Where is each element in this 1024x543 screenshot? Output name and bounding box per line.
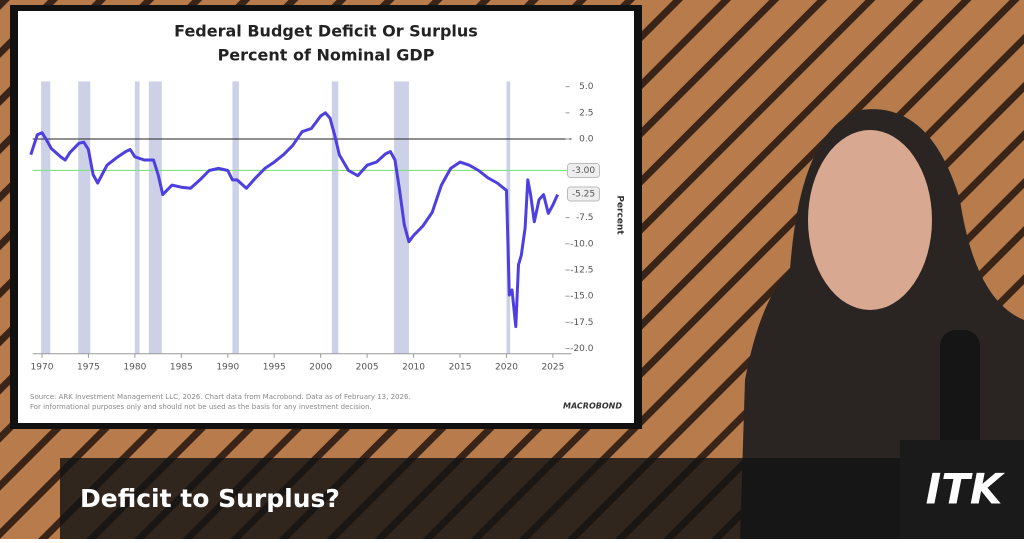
x-tick-label: 2010 — [402, 362, 425, 372]
y-tick-label: -15.0 — [570, 292, 594, 302]
caption: Deficit to Surplus? — [80, 484, 340, 513]
recession-band — [41, 81, 51, 354]
presenter-face — [808, 130, 932, 310]
x-tick-label: 1975 — [77, 362, 100, 372]
y-tick-label: 0.0 — [579, 135, 594, 145]
y-tick-label: 5.0 — [579, 82, 594, 92]
x-tick-label: 2000 — [309, 362, 332, 372]
x-tick-label: 2005 — [356, 362, 379, 372]
x-tick-label: 2025 — [541, 362, 564, 372]
recession-band — [78, 81, 91, 354]
chart-title: Federal Budget Deficit Or Surplus — [174, 22, 478, 41]
recession-band — [134, 81, 140, 354]
brand: ITK — [926, 465, 1006, 514]
source-note: Source: ARK Investment Management LLC, 2… — [30, 393, 411, 401]
reference-label: -3.00 — [572, 166, 596, 176]
last-value-box — [567, 186, 600, 202]
y-tick-label: -12.5 — [570, 265, 593, 275]
x-tick-label: 1980 — [123, 362, 146, 372]
plot: -3.00 5.0 2.5 0.0 -7.5 -10.0 -12.5 -15.0 -17.5 -2… — [29, 81, 600, 372]
x-tick-label: 1985 — [170, 362, 193, 372]
recession-band — [232, 81, 239, 354]
y-tick-label: -17.5 — [570, 318, 593, 328]
x-tick-label: 1970 — [31, 362, 54, 372]
disclaimer: For informational purposes only and shou… — [30, 403, 372, 411]
x-tick-label: 2015 — [449, 362, 472, 372]
x-tick-label: 2020 — [495, 362, 518, 372]
chart-subtitle: Percent of Nominal GDP — [218, 46, 435, 65]
x-tick-label: 1995 — [263, 362, 286, 372]
y-tick-label: 2.5 — [579, 108, 593, 118]
recession-band — [148, 81, 162, 354]
y-axis-label: Percent — [615, 195, 625, 235]
y-tick-label: -10.0 — [570, 239, 594, 249]
recession-band — [331, 81, 339, 354]
series-line — [29, 111, 559, 329]
brand-box — [900, 440, 1024, 539]
chart-panel — [18, 11, 634, 423]
caption-bar — [60, 458, 1024, 539]
recession-band — [394, 81, 409, 354]
reference-label-box — [567, 162, 600, 178]
last-value-label: -5.25 — [572, 190, 595, 200]
y-tick-label: -20.0 — [570, 344, 594, 354]
logo: MACROBOND — [563, 402, 622, 411]
x-tick-label: 1990 — [216, 362, 239, 372]
microphone — [940, 330, 980, 460]
y-tick-label: -7.5 — [576, 213, 594, 223]
